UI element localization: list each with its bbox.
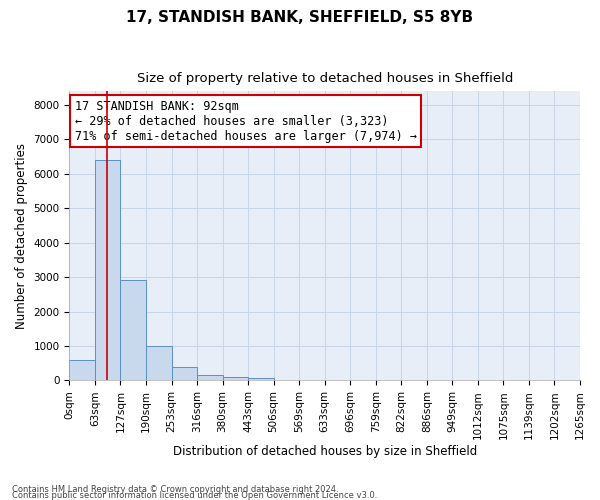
Bar [248,378,274,380]
Text: 17 STANDISH BANK: 92sqm
← 29% of detached houses are smaller (3,323)
71% of semi: 17 STANDISH BANK: 92sqm ← 29% of detache… [74,100,416,142]
Title: Size of property relative to detached houses in Sheffield: Size of property relative to detached ho… [137,72,513,86]
Text: Contains public sector information licensed under the Open Government Licence v3: Contains public sector information licen… [12,490,377,500]
Bar [172,368,197,380]
Bar [223,377,248,380]
Text: Contains HM Land Registry data © Crown copyright and database right 2024.: Contains HM Land Registry data © Crown c… [12,484,338,494]
Bar [197,375,223,380]
Text: 17, STANDISH BANK, SHEFFIELD, S5 8YB: 17, STANDISH BANK, SHEFFIELD, S5 8YB [127,10,473,25]
Bar [121,280,146,380]
X-axis label: Distribution of detached houses by size in Sheffield: Distribution of detached houses by size … [173,444,477,458]
Bar [70,360,95,380]
Bar [95,160,121,380]
Y-axis label: Number of detached properties: Number of detached properties [15,142,28,328]
Bar [146,346,172,380]
